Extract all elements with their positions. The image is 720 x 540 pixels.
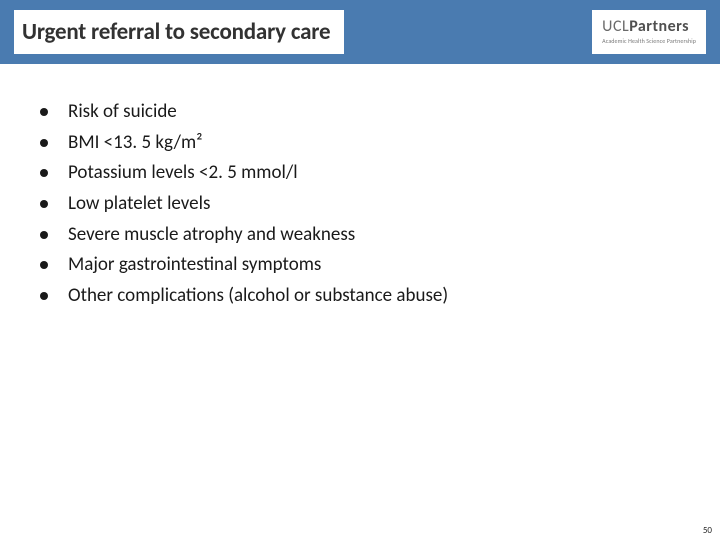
logo: UCLPartners Academic Health Science Part…	[592, 10, 706, 54]
title-block: Urgent referral to secondary care	[14, 10, 344, 54]
list-item: Potassium levels <2. 5 mmol/l	[40, 161, 680, 186]
page-number: 50	[703, 525, 712, 536]
list-item: Severe muscle atrophy and weakness	[40, 223, 680, 248]
bullet-icon	[40, 292, 48, 300]
bullet-list: Risk of suicide BMI <13. 5 kg/m² Potassi…	[40, 100, 680, 309]
content-area: Risk of suicide BMI <13. 5 kg/m² Potassi…	[0, 64, 720, 309]
logo-bold: Partners	[629, 17, 689, 36]
list-item-text: Severe muscle atrophy and weakness	[68, 223, 355, 248]
list-item: Major gastrointestinal symptoms	[40, 253, 680, 278]
bullet-icon	[40, 261, 48, 269]
list-item-text: Low platelet levels	[68, 192, 210, 217]
logo-subtitle: Academic Health Science Partnership	[602, 37, 696, 45]
list-item-text: Major gastrointestinal symptoms	[68, 253, 321, 278]
bullet-icon	[40, 169, 48, 177]
list-item-text: Risk of suicide	[68, 100, 177, 125]
list-item-text: Other complications (alcohol or substanc…	[68, 284, 448, 309]
header-bar: Urgent referral to secondary care UCLPar…	[0, 0, 720, 64]
logo-main: UCLPartners	[602, 19, 689, 35]
list-item: BMI <13. 5 kg/m²	[40, 131, 680, 156]
bullet-icon	[40, 200, 48, 208]
list-item: Other complications (alcohol or substanc…	[40, 284, 680, 309]
page-title: Urgent referral to secondary care	[22, 18, 330, 46]
bullet-icon	[40, 108, 48, 116]
bullet-icon	[40, 231, 48, 239]
list-item: Risk of suicide	[40, 100, 680, 125]
logo-light: UCL	[602, 17, 629, 36]
list-item-text: BMI <13. 5 kg/m²	[68, 131, 203, 156]
list-item-text: Potassium levels <2. 5 mmol/l	[68, 161, 298, 186]
bullet-icon	[40, 139, 48, 147]
list-item: Low platelet levels	[40, 192, 680, 217]
